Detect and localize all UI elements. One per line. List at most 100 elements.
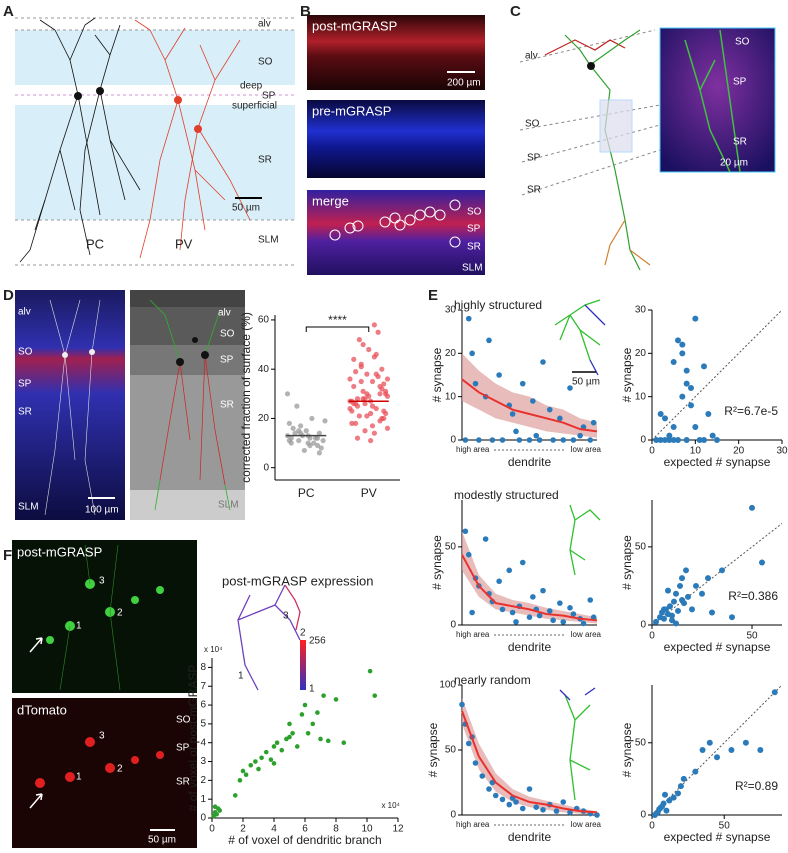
point	[673, 590, 679, 597]
point	[259, 755, 264, 761]
x-tick-label: 8	[333, 824, 339, 835]
point	[519, 805, 526, 812]
point	[486, 786, 492, 792]
point	[677, 783, 684, 790]
point	[675, 437, 681, 443]
point	[560, 619, 567, 625]
x-axis-label: dendrite	[508, 640, 552, 654]
x-tick-label: 30	[776, 446, 788, 457]
point	[311, 440, 317, 446]
x-end-label: high area	[456, 630, 490, 639]
tree-label: 3	[283, 611, 289, 622]
point	[301, 447, 307, 454]
point	[290, 425, 296, 431]
point	[271, 761, 277, 766]
point	[496, 372, 502, 378]
point	[692, 768, 699, 775]
point	[302, 702, 308, 708]
point	[362, 396, 368, 402]
image-title: dTomato	[17, 702, 67, 717]
x-tick-label: 4	[271, 824, 277, 835]
cell-label: 1	[76, 772, 82, 783]
point	[665, 587, 671, 594]
x-tick-label: 12	[392, 824, 404, 835]
cell-label: 2	[117, 764, 123, 775]
y-tick-label: 2	[200, 775, 206, 786]
panel-label: F	[3, 547, 12, 564]
point	[381, 408, 387, 414]
point	[307, 435, 313, 441]
point	[305, 730, 311, 736]
point	[653, 810, 660, 817]
point	[384, 376, 391, 382]
layer-label: SLM	[258, 235, 279, 246]
x-end-label: low area	[571, 445, 602, 454]
point	[360, 341, 366, 348]
x-end-label: high area	[456, 820, 490, 829]
point	[366, 393, 372, 399]
panel-label: C	[510, 3, 521, 20]
y-tick-label: 3	[200, 756, 206, 767]
point	[670, 359, 677, 365]
point	[661, 606, 667, 613]
point	[232, 793, 238, 798]
point	[377, 391, 383, 397]
y-tick-label: 0	[450, 435, 456, 446]
point	[476, 437, 482, 443]
point	[673, 620, 679, 627]
point	[296, 437, 302, 444]
point	[299, 712, 305, 717]
point	[367, 668, 373, 674]
point	[671, 598, 677, 605]
point	[526, 614, 533, 620]
point	[212, 804, 218, 810]
point	[699, 747, 706, 753]
point	[307, 442, 313, 449]
y-tick-label: 0	[450, 810, 456, 821]
x-axis-label: expected # synapse	[664, 455, 771, 469]
y-tick-label: 0	[263, 462, 269, 473]
axis-multiplier: x 10⁴	[204, 645, 223, 654]
identity-line	[651, 684, 783, 816]
point	[560, 437, 567, 443]
point	[667, 603, 673, 610]
chart-title: modestly structured	[454, 488, 559, 502]
identity-line	[651, 523, 783, 626]
point	[550, 617, 556, 624]
point	[519, 380, 526, 387]
scale-label: 100 µm	[85, 505, 119, 516]
point	[526, 437, 533, 443]
y-axis-label: # synapse	[430, 347, 444, 402]
y-tick-label: 50	[635, 542, 647, 553]
image-title: merge	[312, 193, 349, 208]
point	[489, 437, 496, 443]
point	[358, 378, 364, 385]
point	[462, 437, 469, 443]
image-title: post-mGRASP	[312, 18, 397, 33]
point	[688, 385, 694, 391]
point	[214, 811, 219, 817]
point	[217, 808, 223, 813]
point	[373, 351, 379, 358]
point	[318, 445, 324, 451]
point	[567, 385, 573, 391]
point	[567, 809, 573, 816]
y-axis-label: # synapse	[430, 535, 444, 590]
point	[749, 504, 755, 511]
point	[590, 614, 597, 620]
tree-label: 1	[238, 671, 244, 682]
x-tick-label: 0	[649, 821, 655, 832]
point	[384, 425, 391, 431]
point	[268, 757, 274, 762]
point	[462, 528, 469, 535]
point	[513, 799, 519, 805]
point	[677, 582, 683, 589]
point	[358, 364, 364, 370]
y-tick-label: 0	[640, 620, 646, 631]
scale-label: 200 µm	[447, 78, 481, 89]
y-axis-label: # synapse	[620, 535, 634, 590]
point	[479, 773, 486, 779]
point	[354, 396, 361, 402]
point	[372, 693, 378, 698]
point	[298, 430, 304, 436]
